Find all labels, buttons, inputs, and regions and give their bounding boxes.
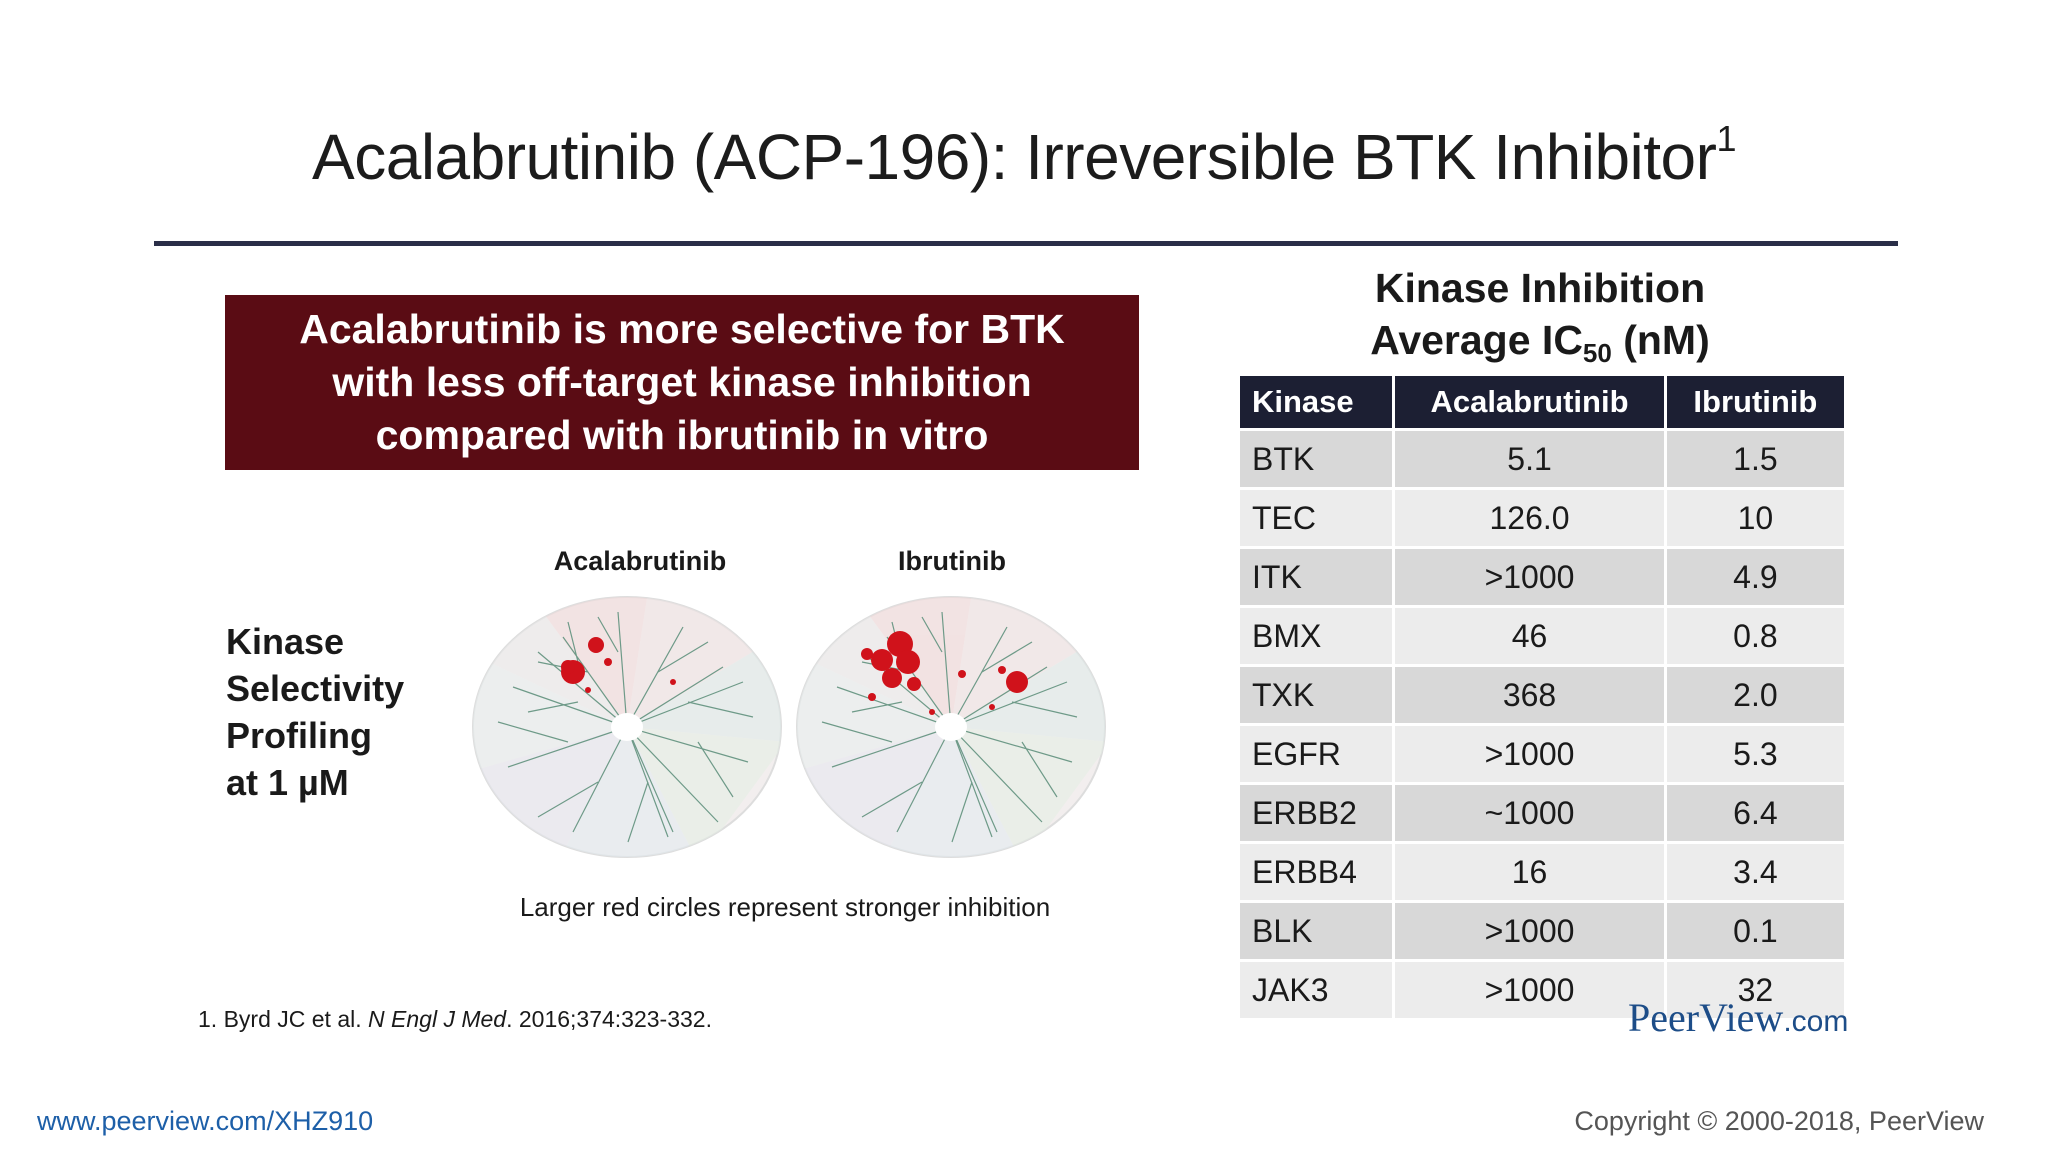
cell-ibrutinib: 10 <box>1665 487 1844 548</box>
cell-acalabrutinib: ~1000 <box>1393 782 1667 843</box>
cell-ibrutinib: 4.9 <box>1665 546 1844 607</box>
footnote-reference: 1. Byrd JC et al. N Engl J Med. 2016;374… <box>198 1006 712 1032</box>
wheel-label-acalabrutinib: Acalabrutinib <box>553 546 727 576</box>
cell-ibrutinib: 0.1 <box>1665 900 1844 961</box>
cell-ibrutinib: 5.3 <box>1665 723 1844 784</box>
slide-title: Acalabrutinib (ACP-196): Irreversible BT… <box>312 118 1736 193</box>
peerview-logo: PeerView.com <box>1628 995 1849 1040</box>
kinome-tree-acalabrutinib <box>472 596 782 858</box>
header-kinase: Kinase <box>1240 376 1396 430</box>
cell-kinase: TEC <box>1240 487 1396 548</box>
wheel-caption: Larger red circles represent stronger in… <box>519 892 1051 922</box>
cell-ibrutinib: 0.8 <box>1665 605 1844 666</box>
cell-ibrutinib: 3.4 <box>1665 841 1844 902</box>
cell-ibrutinib: 32 <box>1665 959 1844 1018</box>
table-row: TEC 126.0 10 <box>1240 487 1844 548</box>
cell-kinase: EGFR <box>1240 723 1396 784</box>
cell-ibrutinib: 6.4 <box>1665 782 1844 843</box>
cell-acalabrutinib: >1000 <box>1393 959 1667 1018</box>
table-row: BMX 46 0.8 <box>1240 605 1844 666</box>
cell-kinase: BLK <box>1240 900 1396 961</box>
table-row: BTK 5.1 1.5 <box>1240 428 1844 489</box>
cell-kinase: TXK <box>1240 664 1396 725</box>
cell-kinase: JAK3 <box>1240 959 1396 1018</box>
cell-acalabrutinib: >1000 <box>1393 900 1667 961</box>
cell-acalabrutinib: 16 <box>1393 841 1667 902</box>
callout-text: Acalabrutinib is more selective for BTK … <box>299 306 1065 458</box>
cell-acalabrutinib: 46 <box>1393 605 1667 666</box>
cell-kinase: BTK <box>1240 428 1396 489</box>
wheel-label-ibrutinib: Ibrutinib <box>898 546 1006 576</box>
table-row: ERBB2 ~1000 6.4 <box>1240 782 1844 843</box>
cell-acalabrutinib: 126.0 <box>1393 487 1667 548</box>
cell-ibrutinib: 1.5 <box>1665 428 1844 489</box>
kinase-ic50-table: Kinase Acalabrutinib Ibrutinib BTK 5.1 1.5… <box>1240 376 1844 1018</box>
header-ibrutinib: Ibrutinib <box>1665 376 1844 430</box>
cell-acalabrutinib: 368 <box>1393 664 1667 725</box>
cell-acalabrutinib: 5.1 <box>1393 428 1667 489</box>
cell-kinase: ERBB4 <box>1240 841 1396 902</box>
header-acalabrutinib: Acalabrutinib <box>1393 376 1667 430</box>
table-row: BLK >1000 0.1 <box>1240 900 1844 961</box>
table-row: ITK >1000 4.9 <box>1240 546 1844 607</box>
footer-copyright: Copyright © 2000-2018, PeerView <box>1574 1106 1984 1136</box>
cell-ibrutinib: 2.0 <box>1665 664 1844 725</box>
title-divider <box>154 241 1898 246</box>
cell-acalabrutinib: >1000 <box>1393 546 1667 607</box>
cell-acalabrutinib: >1000 <box>1393 723 1667 784</box>
table-row: ERBB4 16 3.4 <box>1240 841 1844 902</box>
cell-kinase: ERBB2 <box>1240 782 1396 843</box>
table-header-row: Kinase Acalabrutinib Ibrutinib <box>1240 376 1844 430</box>
selectivity-label: Kinase Selectivity Profiling at 1 µM <box>226 621 405 803</box>
table-row: JAK3 >1000 32 <box>1240 959 1844 1018</box>
cell-kinase: BMX <box>1240 605 1396 666</box>
table-row: EGFR >1000 5.3 <box>1240 723 1844 784</box>
table-row: TXK 368 2.0 <box>1240 664 1844 725</box>
table-title: Kinase Inhibition Average IC50 (nM) <box>1370 265 1710 368</box>
kinome-tree-ibrutinib <box>796 596 1106 858</box>
footer-url-link[interactable]: www.peerview.com/XHZ910 <box>37 1106 374 1136</box>
callout-box: Acalabrutinib is more selective for BTK … <box>225 295 1139 470</box>
cell-kinase: ITK <box>1240 546 1396 607</box>
